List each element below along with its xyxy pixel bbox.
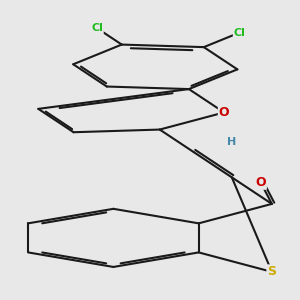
Text: Cl: Cl	[91, 23, 103, 33]
Text: O: O	[255, 176, 266, 189]
Text: H: H	[227, 137, 236, 147]
Text: Cl: Cl	[234, 28, 246, 38]
Text: O: O	[219, 106, 230, 119]
Text: S: S	[267, 266, 276, 278]
